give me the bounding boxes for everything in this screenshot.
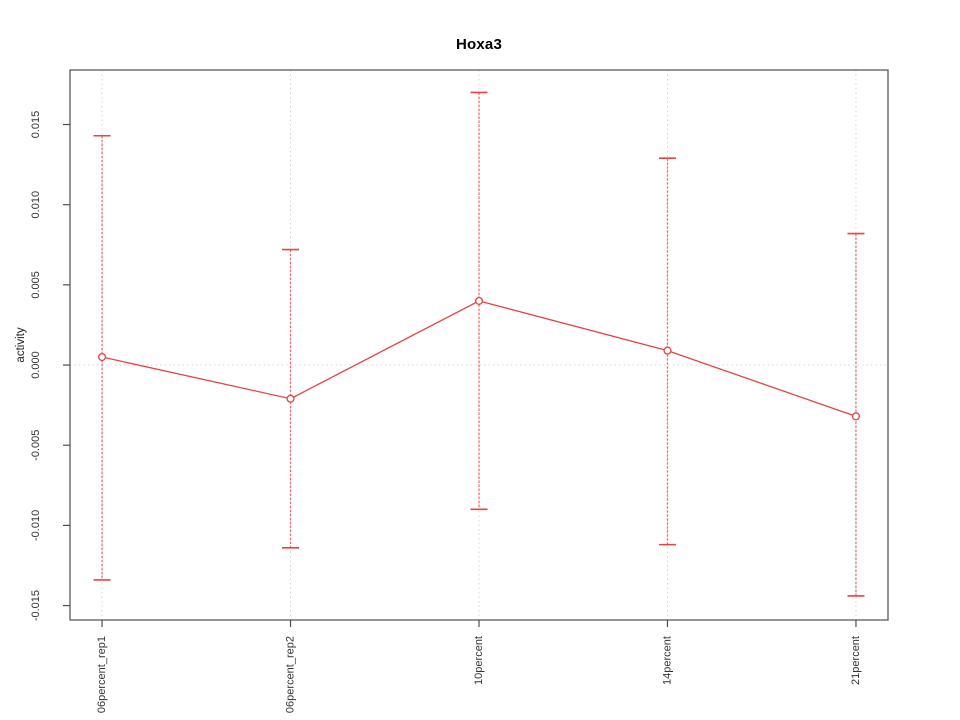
y-tick-label: -0.005 [30, 430, 42, 461]
x-tick-label: 21percent [850, 636, 862, 685]
data-point [474, 296, 484, 305]
y-tick-label: 0.015 [30, 111, 42, 139]
x-tick-label: 14percent [661, 636, 673, 685]
data-point [97, 352, 107, 362]
chart-title: Hoxa3 [455, 36, 503, 53]
data-point [286, 394, 295, 403]
x-tick-label: 06percent_rep2 [284, 636, 296, 713]
x-tick-label: 10percent [473, 636, 485, 685]
y-tick-label: 0.005 [30, 271, 42, 299]
x-tick-label: 06percent_rep1 [96, 636, 108, 713]
y-tick-label: 0.010 [30, 191, 42, 219]
y-tick-label: 0.000 [30, 351, 42, 379]
data-point [663, 346, 672, 355]
y-tick-label: -0.010 [30, 510, 42, 541]
data-point [851, 412, 861, 421]
y-tick-label: -0.015 [30, 590, 42, 621]
